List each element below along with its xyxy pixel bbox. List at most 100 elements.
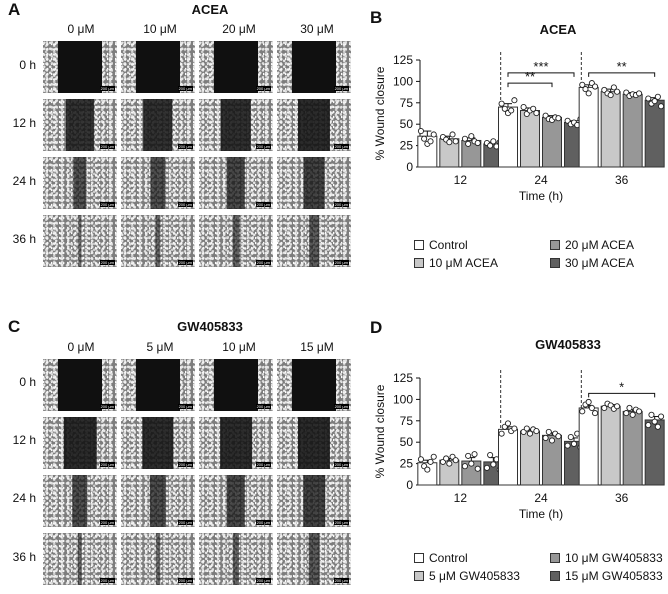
- wound-gap: [63, 417, 97, 469]
- data-point: [533, 428, 540, 435]
- data-point: [610, 84, 617, 91]
- data-point: [452, 457, 459, 464]
- micrograph-acea-r0-c0: 200 μm: [42, 40, 118, 94]
- data-point: [654, 93, 661, 100]
- legend-acea: Control 20 μM ACEA 10 μM ACEA 30 μM ACEA: [414, 238, 668, 274]
- y-tick-label: 0: [406, 160, 413, 174]
- legend-gw405833: Control 10 μM GW405833 5 μM GW405833 15 μM …: [414, 551, 668, 587]
- wound-gap: [226, 475, 246, 527]
- data-point: [487, 451, 494, 459]
- y-tick-label: 25: [400, 139, 414, 153]
- panel-c-row-0: 0 h: [19, 375, 36, 389]
- x-tick-label: 12: [454, 173, 468, 187]
- data-point: [579, 81, 586, 88]
- data-point: [648, 411, 655, 418]
- data-point: [626, 404, 633, 412]
- scale-bar-label: 200 μm: [177, 404, 193, 409]
- legend-swatch: [550, 258, 560, 268]
- x-tick-label: 12: [454, 491, 468, 505]
- scale-bar-label: 200 μm: [99, 520, 115, 525]
- wound-gap: [155, 215, 161, 267]
- data-point: [523, 425, 530, 432]
- data-point: [545, 428, 552, 435]
- legend-swatch: [414, 571, 424, 581]
- scale-bar-label: 200 μm: [177, 144, 193, 149]
- bar: [520, 110, 540, 168]
- significance-bracket: [507, 82, 553, 88]
- legend-label: 15 μM GW405833: [565, 569, 663, 583]
- scale-bar-label: 200 μm: [99, 404, 115, 409]
- data-point: [564, 442, 571, 449]
- micrograph-acea-r0-c2: 200 μm: [198, 40, 274, 94]
- wound-gap: [73, 157, 87, 209]
- scale-bar-label: 200 μm: [255, 578, 271, 583]
- panel-c-row-1: 12 h: [12, 433, 36, 447]
- data-point: [446, 460, 453, 467]
- data-point: [636, 408, 643, 415]
- panel-label-a: A: [8, 0, 21, 19]
- legend-swatch: [414, 258, 424, 268]
- panel-a-col-3: 30 μM: [300, 22, 334, 36]
- y-tick-label: 50: [400, 117, 414, 131]
- legend-label: 30 μM ACEA: [565, 256, 634, 270]
- data-point: [511, 97, 518, 104]
- data-point: [461, 135, 468, 142]
- data-point: [542, 434, 549, 441]
- micrograph-acea-r2-c1: 200 μm: [120, 156, 196, 210]
- scale-bar-label: 200 μm: [255, 520, 271, 525]
- data-point: [471, 451, 478, 458]
- legend-label: Control: [429, 238, 468, 252]
- data-point: [592, 83, 599, 90]
- micrograph-acea-r1-c1: 200 μm: [120, 98, 196, 152]
- data-point: [498, 430, 505, 437]
- scale-bar-label: 200 μm: [99, 260, 115, 265]
- micrograph-acea-r0-c3: 200 μm: [276, 40, 352, 94]
- scale-bar-label: 200 μm: [333, 404, 349, 409]
- legend-item: 30 μM ACEA: [550, 256, 634, 270]
- wound-gap: [226, 157, 246, 209]
- chart-b-title: ACEA: [539, 22, 577, 37]
- scale-bar-label: 200 μm: [333, 202, 349, 207]
- micrograph-acea-r2-c3: 200 μm: [276, 156, 352, 210]
- data-point: [468, 133, 475, 140]
- legend-item: 20 μM ACEA: [550, 238, 634, 252]
- data-point: [490, 461, 497, 468]
- bar: [578, 407, 599, 486]
- data-point: [504, 420, 512, 427]
- bar: [622, 410, 643, 486]
- bar: [600, 405, 621, 486]
- data-point: [526, 430, 534, 437]
- data-point: [645, 95, 652, 102]
- x-axis-label: Time (h): [519, 189, 563, 203]
- x-tick-label: 24: [534, 491, 548, 505]
- wound-gap: [136, 359, 180, 411]
- wound-gap: [297, 417, 331, 469]
- scale-bar-label: 200 μm: [99, 462, 115, 467]
- wound-gap: [297, 99, 331, 151]
- data-point: [511, 425, 518, 432]
- micrograph-acea-r1-c0: 200 μm: [42, 98, 118, 152]
- scale-bar-label: 200 μm: [333, 86, 349, 91]
- panel-c-row-3: 36 h: [12, 550, 36, 564]
- scale-bar-label: 200 μm: [255, 86, 271, 91]
- micrograph-gw405833-r2-c1: 200 μm: [120, 474, 196, 528]
- data-point: [474, 465, 481, 472]
- data-point: [654, 423, 661, 430]
- wound-gap: [232, 215, 240, 267]
- significance-bracket: [588, 392, 656, 398]
- data-point: [548, 437, 556, 444]
- micrograph-gw405833-r2-c2: 200 μm: [198, 474, 274, 528]
- y-tick-label: 75: [400, 96, 414, 110]
- panel-c-row-2: 24 h: [12, 491, 36, 505]
- panel-a-col-1: 10 μM: [143, 22, 177, 36]
- data-point: [555, 433, 562, 440]
- scale-bar-label: 200 μm: [177, 578, 193, 583]
- data-point: [585, 90, 592, 97]
- data-point: [487, 142, 494, 149]
- significance-label: ***: [533, 59, 548, 74]
- y-axis-label: % Wound closure: [373, 66, 387, 160]
- micrograph-gw405833-r1-c3: 200 μm: [276, 416, 352, 470]
- micrograph-acea-r3-c2: 200 μm: [198, 214, 274, 268]
- panel-c-col-0: 0 μM: [67, 340, 95, 354]
- bar: [644, 419, 665, 486]
